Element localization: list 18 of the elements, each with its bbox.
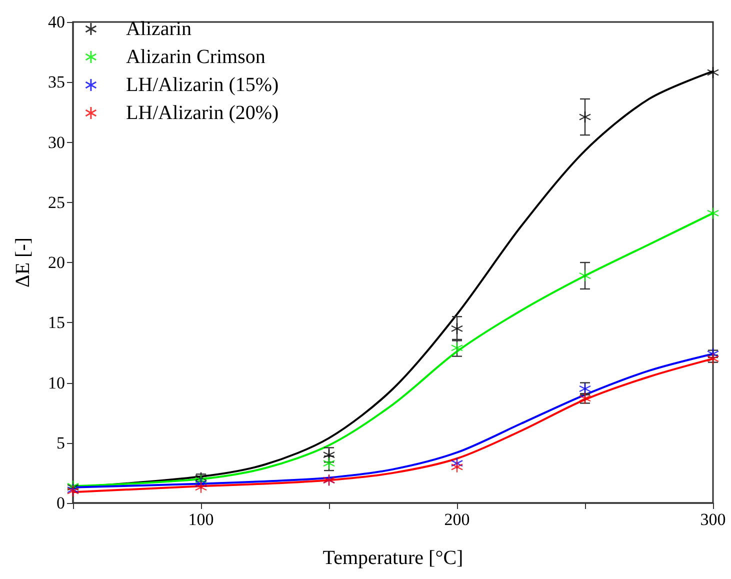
y-tick-label: 5 — [56, 433, 65, 452]
y-tick-label: 0 — [56, 494, 65, 512]
x-tick-label: 300 — [700, 510, 726, 529]
y-tick-label: 20 — [48, 253, 65, 272]
legend-label: Alizarin Crimson — [126, 46, 266, 68]
x-tick-label: 100 — [188, 510, 214, 529]
y-tick-label: 40 — [48, 12, 65, 32]
x-axis-title: Temperature [°C] — [322, 547, 464, 569]
legend-label: LH/Alizarin (20%) — [126, 102, 279, 124]
legend-label: Alizarin — [126, 18, 192, 40]
y-tick-label: 35 — [48, 72, 65, 92]
y-tick-label: 30 — [48, 132, 65, 152]
y-axis-title: ΔE [-] — [12, 237, 34, 288]
y-tick-label: 10 — [48, 373, 65, 392]
y-tick-label: 15 — [48, 313, 65, 332]
legend-label: LH/Alizarin (15%) — [126, 74, 279, 96]
x-tick-label: 200 — [444, 510, 470, 529]
y-tick-label: 25 — [48, 192, 65, 212]
